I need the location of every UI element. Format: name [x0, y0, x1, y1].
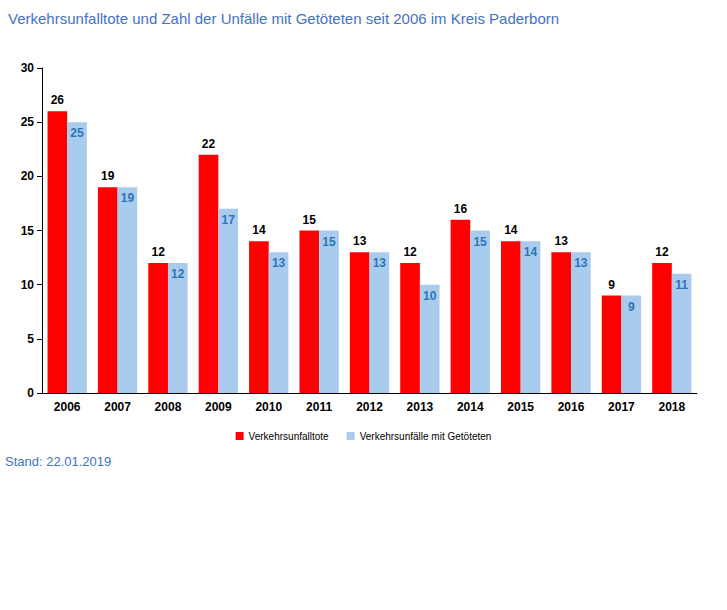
- svg-text:2008: 2008: [155, 400, 182, 414]
- svg-text:17: 17: [221, 213, 235, 227]
- svg-text:2012: 2012: [356, 400, 383, 414]
- svg-text:25: 25: [21, 115, 35, 129]
- svg-text:20: 20: [21, 169, 35, 183]
- svg-text:2010: 2010: [255, 400, 282, 414]
- svg-text:26: 26: [51, 93, 65, 107]
- svg-text:5: 5: [27, 332, 34, 346]
- svg-text:10: 10: [423, 289, 437, 303]
- svg-text:16: 16: [454, 202, 468, 216]
- svg-text:14: 14: [252, 223, 266, 237]
- svg-text:2013: 2013: [407, 400, 434, 414]
- svg-text:2016: 2016: [558, 400, 585, 414]
- svg-text:15: 15: [21, 224, 35, 238]
- svg-text:Verkehrsunfalltote: Verkehrsunfalltote: [249, 431, 329, 442]
- svg-text:15: 15: [322, 235, 336, 249]
- svg-text:2006: 2006: [54, 400, 81, 414]
- svg-text:9: 9: [628, 300, 635, 314]
- svg-text:2007: 2007: [104, 400, 131, 414]
- svg-text:12: 12: [151, 245, 165, 259]
- svg-text:0: 0: [27, 386, 34, 400]
- svg-text:22: 22: [202, 137, 216, 151]
- svg-text:13: 13: [353, 234, 367, 248]
- svg-text:13: 13: [555, 234, 569, 248]
- svg-text:13: 13: [272, 256, 286, 270]
- svg-text:14: 14: [504, 223, 518, 237]
- svg-text:2018: 2018: [658, 400, 685, 414]
- svg-text:14: 14: [524, 245, 538, 259]
- svg-text:12: 12: [655, 245, 669, 259]
- svg-text:30: 30: [21, 61, 35, 75]
- svg-text:11: 11: [675, 278, 688, 292]
- svg-text:Stand: 22.01.2019: Stand: 22.01.2019: [5, 454, 111, 469]
- svg-text:19: 19: [101, 169, 115, 183]
- svg-text:19: 19: [121, 191, 135, 205]
- svg-text:10: 10: [21, 278, 35, 292]
- svg-text:2009: 2009: [205, 400, 232, 414]
- svg-text:2011: 2011: [306, 400, 332, 414]
- svg-text:15: 15: [303, 213, 317, 227]
- svg-text:9: 9: [608, 278, 615, 292]
- svg-text:2017: 2017: [608, 400, 635, 414]
- svg-text:2014: 2014: [457, 400, 484, 414]
- svg-text:15: 15: [473, 235, 487, 249]
- svg-text:Verkehrsunfälle mit Getöteten: Verkehrsunfälle mit Getöteten: [360, 431, 492, 442]
- svg-text:Verkehrsunfalltote und Zahl de: Verkehrsunfalltote und Zahl der Unfälle …: [8, 10, 559, 27]
- svg-text:12: 12: [171, 267, 185, 281]
- svg-text:13: 13: [373, 256, 387, 270]
- svg-text:25: 25: [70, 126, 84, 140]
- svg-text:2015: 2015: [507, 400, 534, 414]
- svg-text:13: 13: [574, 256, 588, 270]
- svg-text:12: 12: [403, 245, 417, 259]
